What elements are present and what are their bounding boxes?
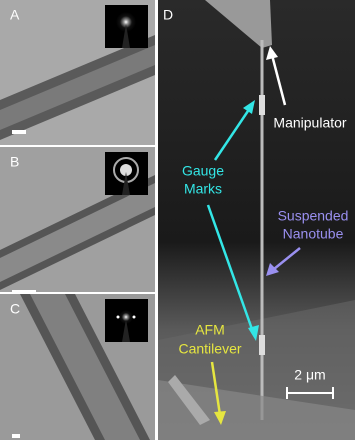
annotation: Manipulator	[273, 115, 346, 131]
annotation: Gauge	[182, 163, 224, 179]
panel-label: D	[163, 7, 173, 23]
panel-label: B	[10, 154, 19, 170]
annotation: Nanotube	[283, 226, 344, 242]
panel-a: A	[0, 0, 155, 145]
annotation: Cantilever	[178, 341, 241, 357]
scale-bar-label: 2 μm	[294, 367, 325, 383]
panel-b: B	[0, 147, 155, 294]
panel-label: C	[10, 301, 20, 317]
panel-d: D Manipulator Gauge Marks Suspended Nano…	[158, 0, 355, 440]
panel-label: A	[10, 7, 20, 23]
annotation: Suspended	[278, 208, 349, 224]
annotation: AFM	[195, 322, 225, 338]
panel-c: C	[0, 294, 155, 440]
annotation: Marks	[184, 181, 222, 197]
figure: A B C D	[0, 0, 355, 440]
